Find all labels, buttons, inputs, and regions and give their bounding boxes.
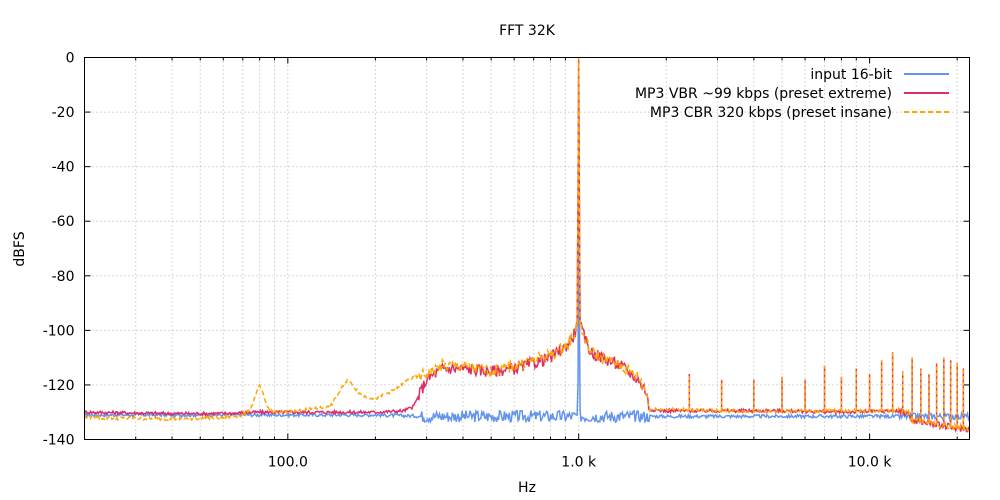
x-tick-label: 100.0 xyxy=(268,455,308,471)
legend-label: MP3 CBR 320 kbps (preset insane) xyxy=(650,105,892,121)
y-tick-label: -20 xyxy=(52,105,75,121)
y-tick-label: -140 xyxy=(43,433,75,449)
legend: input 16-bit MP3 VBR ~99 kbps (preset ext… xyxy=(635,67,949,121)
y-tick-label: -80 xyxy=(52,269,75,285)
series-line-0 xyxy=(84,57,971,425)
y-axis-label: dBFS xyxy=(12,231,28,266)
x-axis-label: Hz xyxy=(518,480,536,496)
series-line-2 xyxy=(83,57,970,433)
y-tick-label: -60 xyxy=(52,214,75,230)
y-tick-label: -40 xyxy=(52,160,75,176)
x-tick-label: 10.0 k xyxy=(848,455,893,471)
series-group xyxy=(83,57,971,434)
chart-title: FFT 32K xyxy=(499,23,556,39)
legend-label: MP3 VBR ~99 kbps (preset extreme) xyxy=(635,86,892,102)
y-tick-label: -100 xyxy=(43,323,75,339)
y-tick-label: -120 xyxy=(43,378,75,394)
legend-label: input 16-bit xyxy=(810,67,892,83)
y-tick-label: 0 xyxy=(66,51,75,67)
axis-ticks: 0 -20 -40 -60 -80 -100 -120 -140 100.0 1.0 k 10.0 … xyxy=(43,51,970,471)
series-line-1 xyxy=(83,57,971,434)
plot-frame xyxy=(84,57,970,440)
x-tick-label: 1.0 k xyxy=(561,455,597,471)
